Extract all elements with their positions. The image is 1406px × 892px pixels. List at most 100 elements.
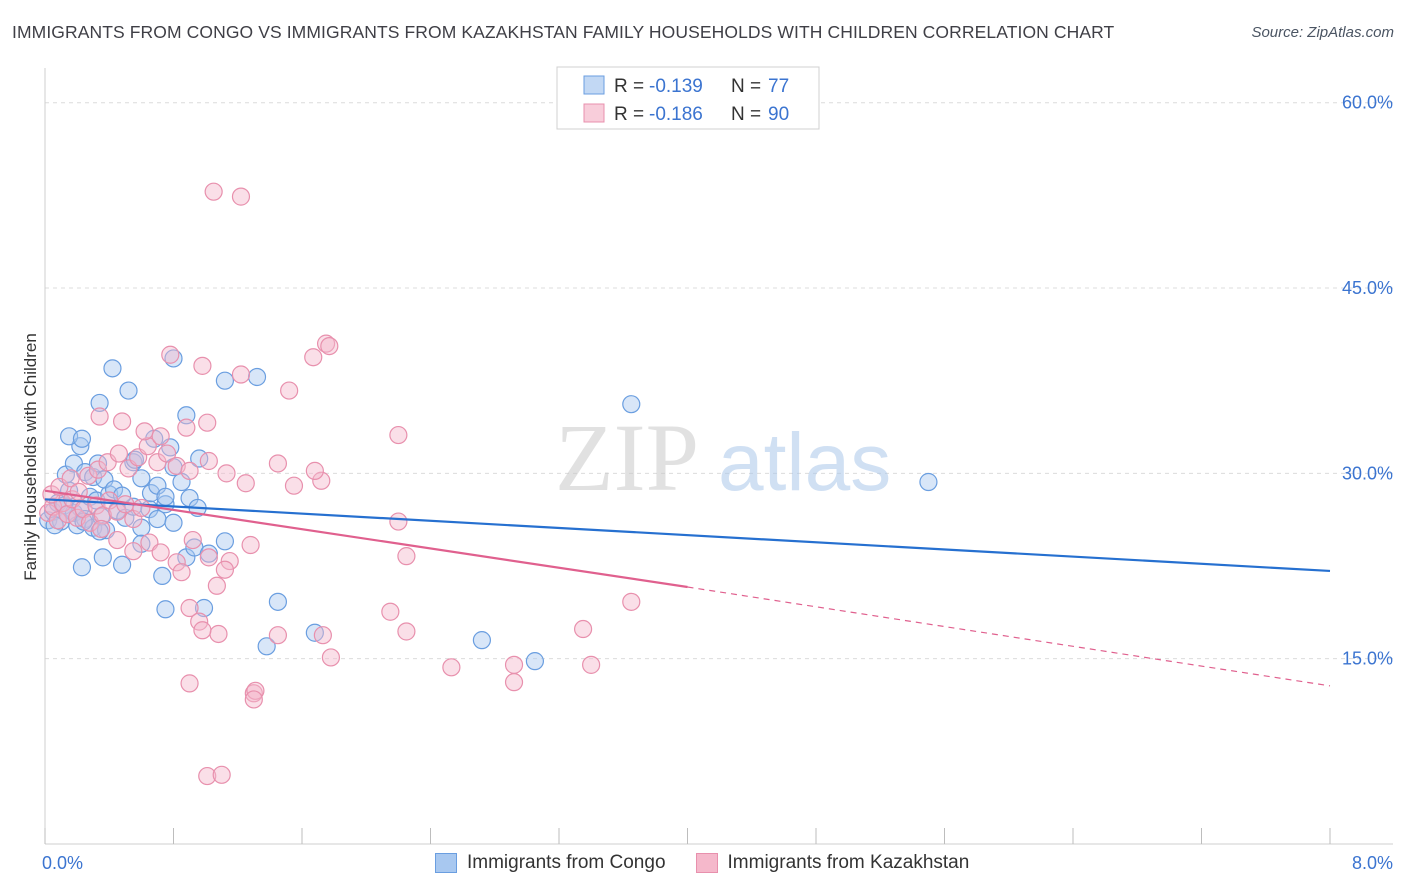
data-point-kazakhstan (397, 622, 416, 641)
data-point-kazakhstan (180, 674, 199, 693)
data-point-congo (148, 509, 167, 529)
data-point-kazakhstan (231, 187, 251, 206)
data-point-kazakhstan (39, 503, 58, 522)
chart-title: IMMIGRANTS FROM CONGO VS IMMIGRANTS FROM… (12, 22, 1115, 42)
data-point-congo (177, 406, 196, 425)
data-point-kazakhstan (389, 425, 408, 445)
data-point-congo (72, 429, 92, 448)
data-point-congo (247, 367, 267, 387)
data-point-congo (156, 487, 175, 506)
data-point-kazakhstan (151, 543, 170, 562)
data-point-kazakhstan (321, 648, 341, 667)
tick-labels: 15.0% 30.0% 45.0% 60.0% 0.0% 8.0% (42, 93, 1393, 873)
data-point-kazakhstan (112, 412, 132, 431)
data-point-kazakhstan (109, 444, 128, 463)
data-point-congo (194, 598, 214, 618)
data-point-kazakhstan (172, 563, 191, 582)
data-point-kazakhstan (90, 407, 109, 426)
data-point-congo (525, 652, 545, 671)
axes (44, 68, 1393, 845)
legend-r-label-kazakhstan: R = (614, 104, 644, 125)
y-tick-label: 60.0% (1342, 93, 1393, 113)
data-point-kazakhstan (312, 471, 331, 490)
watermark-atlas: atlas (718, 417, 891, 508)
legend-n-label-kazakhstan: N = (731, 104, 761, 125)
data-point-kazakhstan (207, 576, 226, 595)
data-point-kazakhstan (177, 418, 196, 437)
data-point-kazakhstan (241, 535, 260, 555)
trend-line-congo (44, 498, 1331, 573)
data-point-kazakhstan (69, 482, 88, 501)
data-point-kazakhstan (442, 658, 461, 677)
data-point-kazakhstan (381, 602, 400, 621)
x-tick-label: 8.0% (1352, 853, 1393, 873)
data-point-congo (268, 592, 288, 611)
data-points (39, 182, 938, 786)
data-point-kazakhstan (92, 519, 111, 539)
data-point-kazakhstan (180, 461, 199, 480)
data-point-kazakhstan (397, 547, 416, 566)
data-point-congo (215, 532, 234, 551)
data-point-kazakhstan (161, 345, 180, 364)
watermark: ZIP atlas (555, 404, 891, 511)
legend-item-congo: Immigrants from Congo (435, 852, 666, 874)
legend-bottom: Immigrants from Congo Immigrants from Ka… (435, 852, 969, 874)
legend-n-value-congo: 77 (768, 76, 789, 97)
data-point-kazakhstan (204, 182, 223, 201)
data-point-kazakhstan (209, 624, 228, 644)
data-point-kazakhstan (284, 476, 304, 495)
trend-line-kazakhstan (44, 489, 688, 589)
legend-n-label-congo: N = (731, 76, 761, 97)
data-point-kazakhstan (167, 553, 186, 572)
trend-line-kazakhstan-extension (687, 586, 1331, 687)
data-point-kazakhstan (151, 427, 170, 446)
data-point-kazakhstan (61, 469, 80, 488)
data-point-kazakhstan (268, 626, 288, 645)
data-point-kazakhstan (180, 598, 199, 618)
data-point-kazakhstan (304, 348, 323, 367)
data-point-kazakhstan (138, 437, 157, 456)
data-point-kazakhstan (504, 673, 524, 692)
data-point-kazakhstan (316, 334, 336, 353)
legend-bottom-label-congo: Immigrants from Congo (467, 852, 666, 873)
data-point-kazakhstan (132, 498, 151, 518)
legend-bottom-swatch-congo (435, 853, 457, 873)
data-point-kazakhstan (198, 413, 217, 432)
data-point-kazakhstan (48, 511, 67, 530)
data-point-congo (119, 381, 138, 400)
legend-r-value-kazakhstan: -0.186 (649, 104, 703, 125)
data-point-congo (215, 371, 234, 390)
legend-n-value-kazakhstan: 90 (768, 104, 789, 125)
y-axis-label: Family Households with Children (21, 333, 40, 581)
data-point-kazakhstan (320, 337, 339, 356)
trend-lines (44, 489, 1331, 687)
data-point-congo (472, 631, 491, 650)
watermark-zip: ZIP (555, 404, 699, 511)
data-point-congo (919, 472, 938, 492)
data-point-kazakhstan (220, 551, 239, 571)
data-point-congo (112, 555, 132, 574)
legend-r-value-congo: -0.139 (649, 76, 703, 97)
data-point-kazakhstan (582, 655, 601, 674)
legend-swatch-congo (583, 75, 605, 95)
data-point-congo (141, 484, 161, 503)
data-point-congo (132, 469, 151, 488)
data-point-kazakhstan (108, 530, 127, 550)
data-point-kazakhstan (215, 560, 234, 579)
data-point-kazakhstan (193, 356, 212, 375)
data-point-kazakhstan (124, 542, 143, 561)
data-point-kazakhstan (504, 655, 524, 674)
data-point-congo (93, 548, 112, 567)
data-point-kazakhstan (198, 766, 217, 786)
data-point-kazakhstan (280, 381, 299, 400)
data-point-kazakhstan (305, 461, 324, 480)
data-point-kazakhstan (389, 512, 408, 531)
data-point-kazakhstan (193, 621, 212, 640)
x-tick-label: 0.0% (42, 853, 83, 873)
legend-item-kazakhstan: Immigrants from Kazakhstan (695, 852, 969, 874)
data-point-congo (164, 513, 183, 532)
y-tick-label: 30.0% (1342, 463, 1393, 483)
data-point-kazakhstan (236, 474, 255, 493)
legend-r-label-congo: R = (614, 76, 644, 97)
